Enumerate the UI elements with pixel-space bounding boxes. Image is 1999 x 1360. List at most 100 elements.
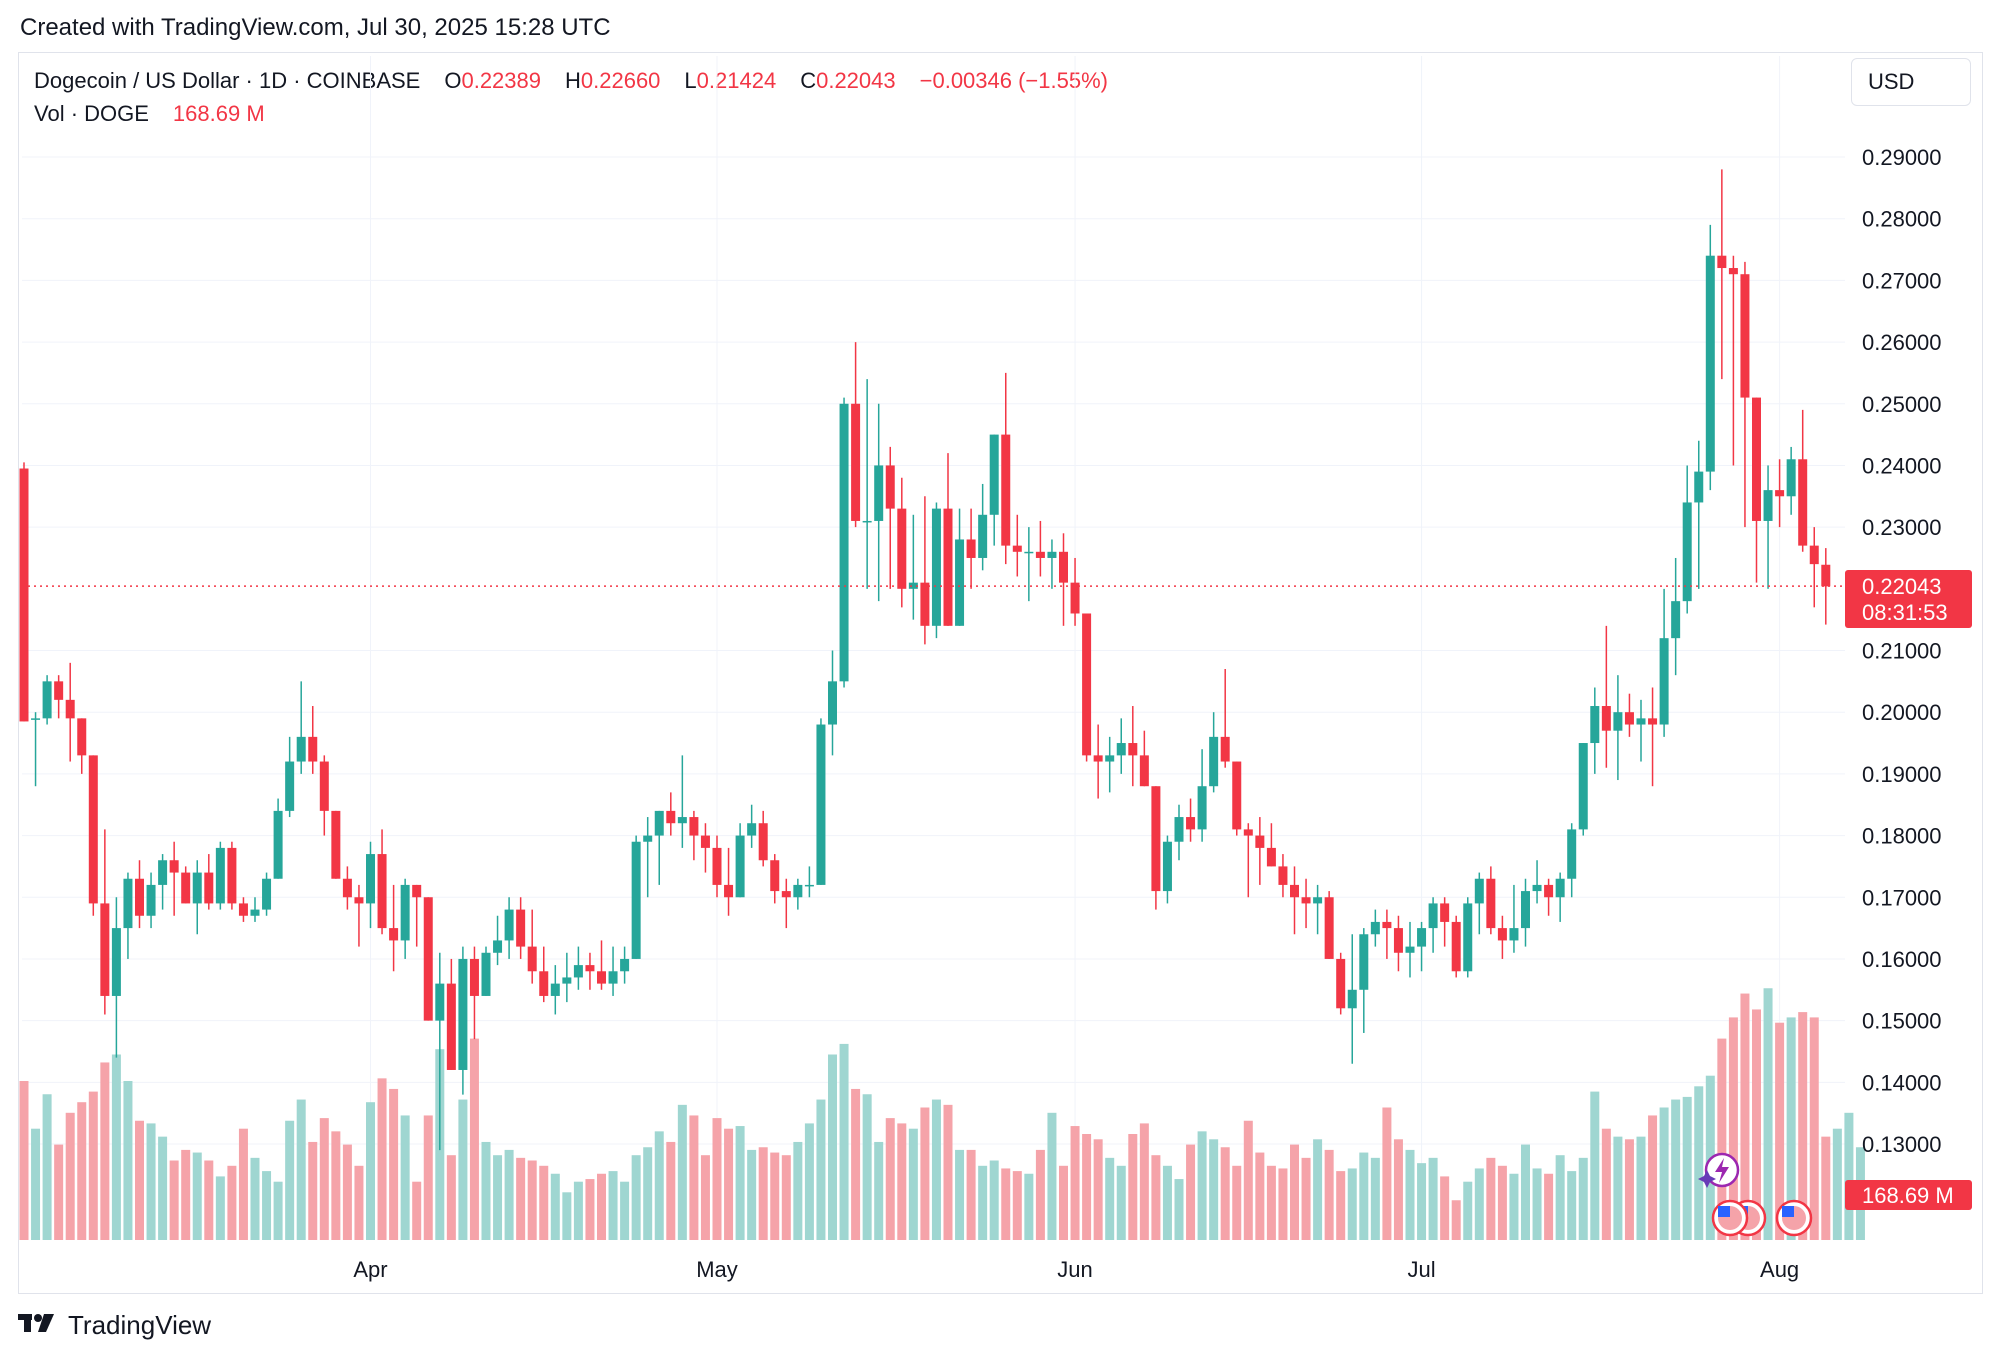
- volume-bar: [712, 1118, 722, 1240]
- candle-body: [1105, 755, 1115, 762]
- y-tick-label: 0.18000: [1862, 824, 1942, 849]
- volume-bar: [1671, 1099, 1681, 1240]
- volume-bar: [1428, 1157, 1438, 1240]
- volume-bar: [146, 1123, 156, 1240]
- symbol-title[interactable]: Dogecoin / US Dollar · 1D · COINBASE: [34, 68, 421, 93]
- event-markers: [1698, 1152, 1813, 1237]
- candle-body: [597, 971, 606, 984]
- volume-label[interactable]: Vol · DOGE: [34, 101, 149, 126]
- candle-body: [1497, 928, 1507, 941]
- candle-body: [758, 823, 768, 861]
- volume-bar: [123, 1081, 133, 1240]
- x-tick-label: Apr: [353, 1257, 387, 1282]
- volume-bar: [458, 1099, 468, 1240]
- volume-bar: [539, 1165, 549, 1240]
- volume-bar: [1347, 1168, 1357, 1240]
- price-tag-box: [1845, 570, 1972, 628]
- candle-body: [1474, 878, 1484, 904]
- high-value: 0.22660: [580, 68, 661, 93]
- candle-body: [100, 903, 110, 996]
- candle-body: [1266, 847, 1276, 867]
- us-flag-event-icon[interactable]: [1775, 1199, 1813, 1237]
- volume-bar: [19, 1081, 29, 1240]
- candle-body: [1232, 761, 1242, 830]
- volume-bar: [1220, 1147, 1230, 1240]
- volume-bar: [654, 1131, 664, 1240]
- candle-body: [1544, 884, 1554, 898]
- y-tick-label: 0.17000: [1862, 885, 1942, 910]
- candle-body: [1186, 817, 1196, 830]
- volume-bar: [1047, 1112, 1057, 1240]
- volume-bar: [724, 1128, 734, 1240]
- candle-body: [1509, 928, 1519, 941]
- volume-bar: [1798, 1012, 1808, 1240]
- volume-bar: [169, 1160, 179, 1240]
- volume-bar: [1082, 1134, 1092, 1240]
- volume-bar: [1209, 1139, 1219, 1240]
- candles: [19, 169, 1831, 1151]
- volume-bar: [342, 1144, 352, 1240]
- volume-bar: [897, 1123, 907, 1240]
- candle-body: [712, 847, 722, 885]
- volume-bar: [1728, 1017, 1738, 1240]
- volume-bar: [400, 1115, 410, 1240]
- candle-body: [285, 761, 295, 811]
- volume-bar: [677, 1104, 687, 1240]
- volume-bar: [1832, 1128, 1842, 1240]
- volume-bar: [1752, 1009, 1761, 1240]
- candle-body: [1393, 928, 1403, 953]
- candle-body: [354, 897, 364, 904]
- volume-bar: [423, 1115, 433, 1240]
- volume-bar: [446, 1155, 456, 1240]
- volume-bar: [227, 1165, 237, 1240]
- us-flag-event-icon[interactable]: [1711, 1199, 1749, 1237]
- volume-bar: [839, 1043, 849, 1240]
- candle-body: [88, 755, 98, 904]
- volume-bar: [1266, 1165, 1276, 1240]
- y-tick-label: 0.25000: [1862, 392, 1942, 417]
- x-tick-label: Aug: [1760, 1257, 1799, 1282]
- volume-bar: [65, 1112, 75, 1240]
- volume-bar: [377, 1078, 387, 1240]
- volume-bar: [1509, 1173, 1519, 1240]
- candle-body: [169, 860, 179, 873]
- volume-bar: [908, 1128, 918, 1240]
- candle-body: [978, 514, 988, 558]
- volume-bar: [1659, 1107, 1669, 1240]
- candle-body: [54, 681, 64, 700]
- volume-bar: [1139, 1123, 1149, 1240]
- candle-body: [885, 465, 895, 509]
- candle-body: [1128, 743, 1138, 756]
- volume-bar: [250, 1157, 260, 1240]
- currency-selector[interactable]: USD: [1851, 58, 1971, 106]
- tradingview-logo-icon[interactable]: [18, 1310, 58, 1341]
- candle-body: [1139, 755, 1149, 787]
- volume-bar: [966, 1149, 976, 1240]
- volume-bar: [920, 1107, 930, 1240]
- volume-bar: [354, 1165, 364, 1240]
- candle-body: [1012, 545, 1022, 552]
- x-tick-label: Jul: [1407, 1257, 1435, 1282]
- candle-body: [1116, 743, 1126, 756]
- lightning-event-icon[interactable]: [1698, 1152, 1740, 1188]
- volume-bar: [735, 1126, 745, 1240]
- volume-bar: [54, 1144, 64, 1240]
- volume-bar: [88, 1091, 98, 1240]
- candle-body: [158, 860, 168, 885]
- volume-bar: [1232, 1165, 1242, 1240]
- candle-body: [1370, 921, 1380, 935]
- volume-bar: [1186, 1144, 1196, 1240]
- volume-bar: [608, 1171, 618, 1240]
- volume-bar: [885, 1118, 895, 1240]
- price-tag-price: 0.22043: [1862, 574, 1942, 599]
- low-label: L: [684, 68, 697, 93]
- footer-brand: TradingView: [68, 1310, 212, 1340]
- volume-bar: [1590, 1091, 1600, 1240]
- candle-body: [42, 681, 52, 719]
- candle-body: [227, 847, 237, 904]
- volume-bar: [631, 1155, 641, 1240]
- chart-frame: [18, 52, 1983, 1294]
- volume-tag-box: [1845, 1180, 1972, 1210]
- candle-body: [1809, 545, 1819, 565]
